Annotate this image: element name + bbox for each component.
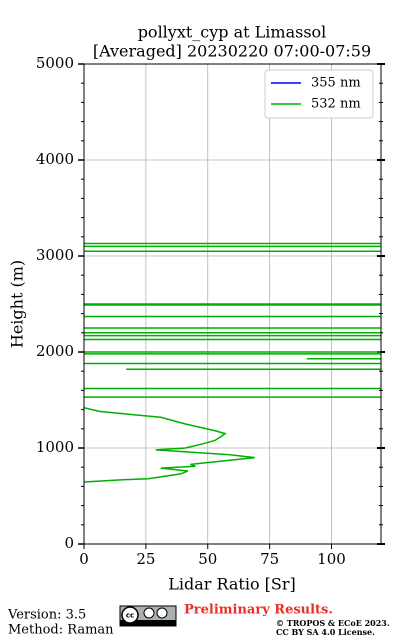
y-tick-label: 4000 [36, 150, 74, 168]
plot-frame [83, 63, 382, 545]
y-tick-label: 2000 [36, 342, 74, 360]
x-axis-label: Lidar Ratio [Sr] [168, 575, 296, 594]
x-tick-label: 100 [317, 550, 346, 568]
svg-text:cc: cc [126, 612, 134, 620]
y-tick-label: 3000 [36, 246, 74, 264]
y-tick-label: 0 [64, 534, 74, 552]
x-tick-label: 75 [260, 550, 279, 568]
y-tick-label: 5000 [36, 54, 74, 72]
legend-label: 355 nm [311, 76, 361, 91]
x-tick-label: 0 [79, 550, 89, 568]
chart-subtitle: [Averaged] 20230220 07:00-07:59 [93, 42, 371, 61]
version: Version: 3.5 [7, 608, 86, 623]
status: Preliminary Results. [184, 603, 333, 618]
x-tick-label: 50 [198, 550, 217, 568]
license: CC BY SA 4.0 License. [276, 627, 375, 637]
cc-logo: cc [119, 605, 177, 627]
copyright: © TROPOS & ECoE 2023. [276, 618, 390, 628]
legend-label: 532 nm [311, 97, 361, 112]
legend-box [264, 69, 374, 119]
method: Method: Raman [8, 623, 114, 638]
x-tick-label: 25 [136, 550, 155, 568]
data-line [84, 242, 381, 483]
chart-title: pollyxt_cyp at Limassol [138, 23, 327, 42]
y-axis-label: Height (m) [8, 260, 27, 348]
y-tick-label: 1000 [36, 438, 74, 456]
